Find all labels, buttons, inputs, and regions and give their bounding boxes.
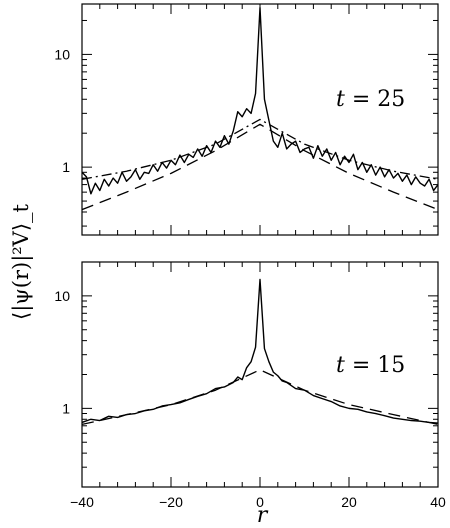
y-tick-label: 10	[54, 46, 70, 62]
series-line-solid	[82, 278, 438, 424]
time-annotation: t = 25	[336, 87, 405, 112]
y-tick-label: 1	[62, 400, 70, 416]
y-tick-label: 10	[54, 288, 70, 304]
series-line-dashdot	[82, 118, 438, 180]
y-axis-label: ⟨|ψ(r)|²V⟩_t	[9, 203, 34, 320]
series-line-dashed	[82, 123, 438, 211]
x-tick-label: −40	[70, 494, 94, 510]
series-line-dashed	[82, 369, 438, 426]
panel-top: 1 10 t = 25	[54, 3, 439, 236]
y-tick-label: 1	[62, 159, 70, 175]
x-tick-label: 0	[256, 494, 264, 510]
x-axis-label: r	[257, 503, 269, 528]
panel-bottom: 1 10 −40 −20 0 20 40 t = 15	[54, 261, 446, 510]
x-tick-label: −20	[159, 494, 183, 510]
x-tick-label: 20	[341, 494, 357, 510]
time-annotation: t = 15	[336, 353, 405, 378]
x-tick-label: 40	[430, 494, 446, 510]
series-line-solid	[82, 6, 438, 195]
